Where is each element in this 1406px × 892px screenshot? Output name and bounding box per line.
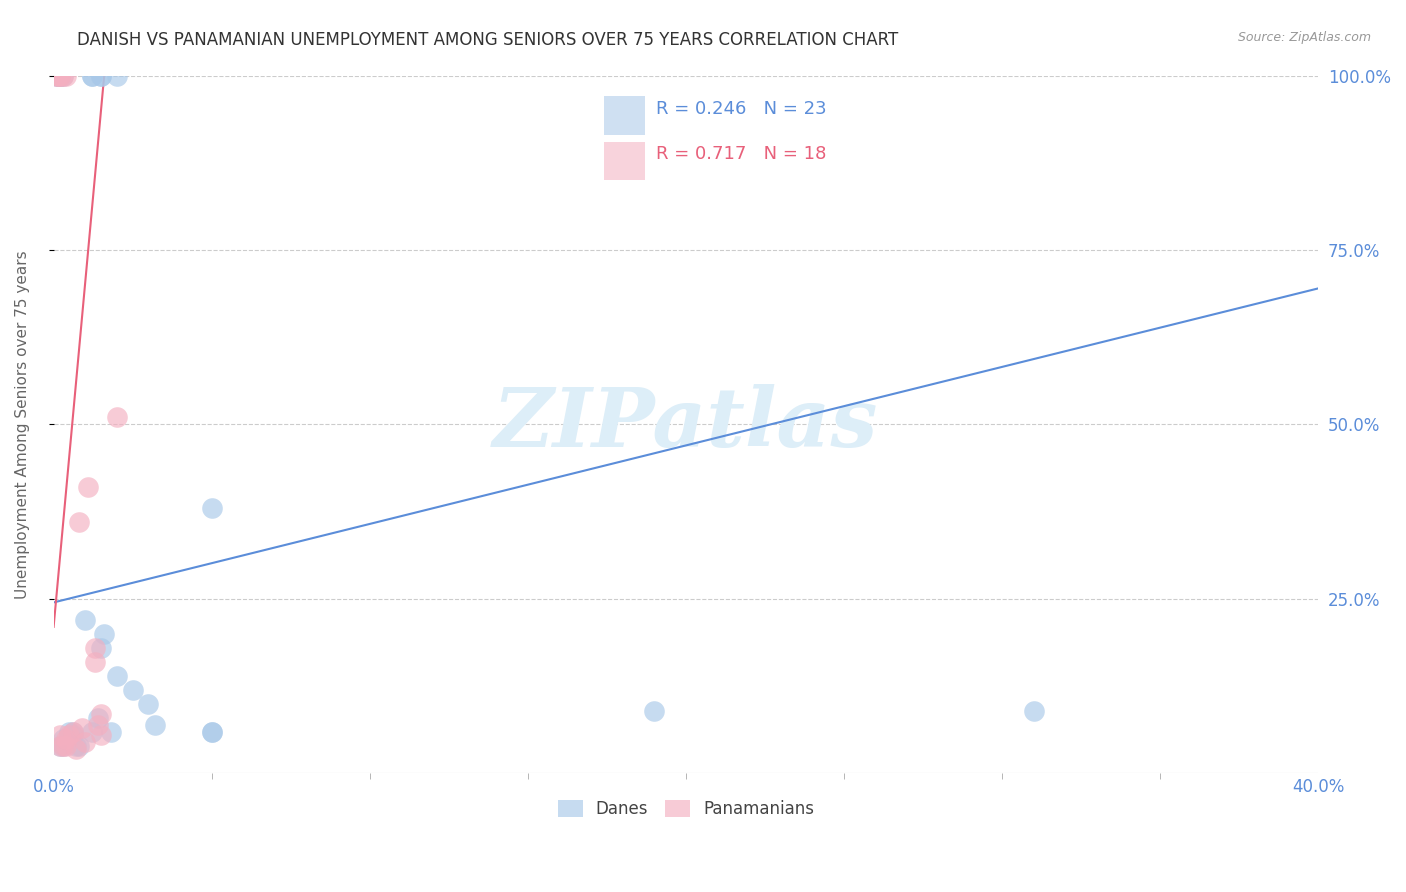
Point <box>52 731 75 746</box>
Y-axis label: Unemployment Among Seniors over 75 years: Unemployment Among Seniors over 75 years <box>15 250 30 599</box>
Point <box>45 69 67 83</box>
Point <box>87 717 110 731</box>
Point <box>77 480 100 494</box>
Point <box>65 742 87 756</box>
Point <box>90 640 112 655</box>
Point <box>90 707 112 722</box>
Point <box>49 739 72 753</box>
Point <box>87 710 110 724</box>
Point <box>49 728 72 742</box>
Point <box>52 739 75 753</box>
Text: Source: ZipAtlas.com: Source: ZipAtlas.com <box>1237 31 1371 45</box>
Point <box>49 739 72 753</box>
Point <box>83 655 105 669</box>
Point <box>80 69 103 83</box>
Text: ZIPatlas: ZIPatlas <box>494 384 879 465</box>
Point <box>49 69 72 83</box>
Point <box>67 739 90 753</box>
Point <box>90 69 112 83</box>
Point <box>55 69 77 83</box>
Point <box>62 724 84 739</box>
Point <box>105 69 128 83</box>
Point <box>80 69 103 83</box>
Point <box>90 728 112 742</box>
Text: R = 0.246   N = 23: R = 0.246 N = 23 <box>655 100 827 118</box>
Point <box>93 627 115 641</box>
Point <box>121 682 143 697</box>
Point <box>67 515 90 529</box>
Point <box>105 410 128 425</box>
Legend: Danes, Panamanians: Danes, Panamanians <box>551 793 821 824</box>
Point <box>75 613 97 627</box>
Point <box>55 731 77 746</box>
Point <box>52 69 75 83</box>
Point <box>52 739 75 753</box>
Point <box>52 69 75 83</box>
Point <box>83 640 105 655</box>
Point <box>80 724 103 739</box>
Point <box>45 69 67 83</box>
Point <box>62 724 84 739</box>
Text: DANISH VS PANAMANIAN UNEMPLOYMENT AMONG SENIORS OVER 75 YEARS CORRELATION CHART: DANISH VS PANAMANIAN UNEMPLOYMENT AMONG … <box>77 31 898 49</box>
Point <box>45 69 67 83</box>
Point <box>143 717 166 731</box>
Point <box>90 69 112 83</box>
Point <box>49 69 72 83</box>
Point <box>45 69 67 83</box>
Point <box>201 724 224 739</box>
Point <box>62 728 84 742</box>
FancyBboxPatch shape <box>603 142 645 180</box>
Point <box>49 69 72 83</box>
Point <box>55 739 77 753</box>
Point <box>643 704 665 718</box>
FancyBboxPatch shape <box>603 96 645 135</box>
Point <box>201 501 224 516</box>
Point <box>1022 704 1045 718</box>
Point <box>70 721 93 735</box>
Point <box>65 739 87 753</box>
Point <box>58 724 80 739</box>
Point <box>201 724 224 739</box>
Point <box>138 697 160 711</box>
Point <box>58 728 80 742</box>
Point <box>105 669 128 683</box>
Point <box>100 724 122 739</box>
Text: R = 0.717   N = 18: R = 0.717 N = 18 <box>655 145 825 163</box>
Point <box>49 69 72 83</box>
Point <box>75 735 97 749</box>
Point <box>49 69 72 83</box>
